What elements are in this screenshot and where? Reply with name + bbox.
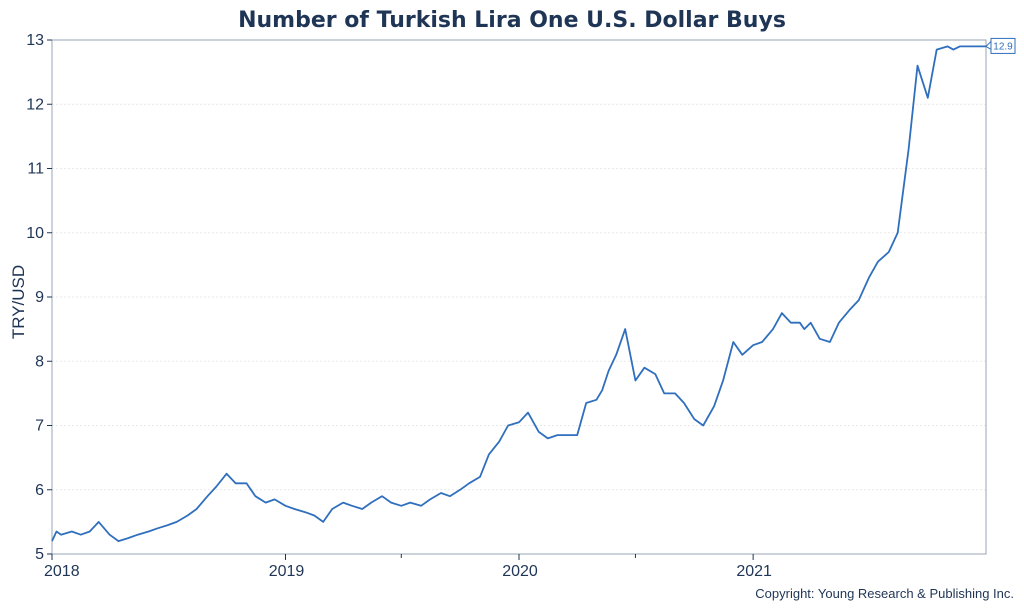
y-tick-label: 9 <box>35 289 44 306</box>
x-tick-label: 2020 <box>502 563 538 580</box>
y-tick-label: 11 <box>27 161 44 178</box>
chart-title: Number of Turkish Lira One U.S. Dollar B… <box>238 8 786 33</box>
y-axis-ticks: 5 6 7 8 9 10 11 12 13 <box>26 32 52 563</box>
y-tick-label: 8 <box>35 353 44 370</box>
y-tick-label: 10 <box>26 225 44 242</box>
x-tick-label: 2019 <box>269 563 305 580</box>
gridlines <box>52 39 986 555</box>
x-tick-label: 2021 <box>736 563 772 580</box>
callout-box <box>990 37 1016 54</box>
copyright-text: Copyright: Young Research & Publishing I… <box>755 586 1014 601</box>
y-tick-label: 7 <box>35 418 44 435</box>
y-axis-label: TRY/USD <box>9 265 28 339</box>
series-line <box>51 45 986 542</box>
callout-pointer <box>985 40 992 51</box>
series-group <box>51 45 986 542</box>
x-tick-label: 2018 <box>44 563 80 580</box>
last-value-callout: 12.9 <box>985 37 1016 54</box>
y-tick-label: 13 <box>26 32 44 49</box>
last-value-label: 12.9 <box>993 41 1013 52</box>
x-axis-ticks: 2018 2019 2020 2021 <box>44 554 772 580</box>
y-tick-label: 5 <box>35 546 44 563</box>
y-tick-label: 12 <box>26 96 44 113</box>
y-tick-label: 6 <box>35 482 44 499</box>
